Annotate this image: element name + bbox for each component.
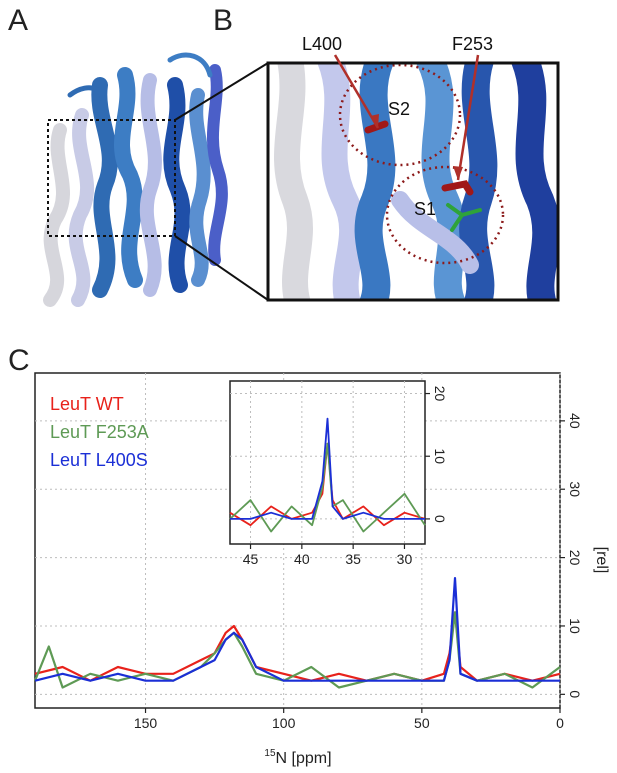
helix-lavender-1 <box>68 108 95 307</box>
y-tick-label: 0 <box>432 515 448 523</box>
zoom-helix-blue-2 <box>416 63 467 300</box>
label-s1: S1 <box>414 199 436 219</box>
legend-entry-l400s: LeuT L400S <box>50 450 148 470</box>
x-tick-label: 35 <box>345 551 361 567</box>
y-tick-label: 0 <box>567 690 583 698</box>
pocket-s2-outline <box>338 63 462 167</box>
zoom-panel-background <box>268 63 558 300</box>
legend-entry-wt: LeuT WT <box>50 394 124 414</box>
y-tick-label: 10 <box>432 448 448 464</box>
zoom-helix-lavender-2 <box>391 191 479 274</box>
legend-entry-f253a: LeuT F253A <box>50 422 149 442</box>
main-y-axis-title: [rel] <box>593 547 610 574</box>
y-tick-label: 40 <box>567 413 583 429</box>
series-line-1 <box>229 442 426 533</box>
zoom-panel-frame <box>266 61 560 302</box>
protein-structure-zoom: L400 F253 S2 S1 <box>266 34 560 302</box>
inset-series-lines <box>229 417 426 533</box>
helix-grey-1 <box>43 123 70 307</box>
y-tick-label: 10 <box>567 618 583 634</box>
x-tick-label: 30 <box>397 551 413 567</box>
series-line-2 <box>230 417 425 520</box>
panel-label-a: A <box>8 4 28 37</box>
label-s2: S2 <box>388 99 410 119</box>
zoom-helix-lavender-1 <box>317 63 366 300</box>
x-tick-label: 100 <box>272 715 296 731</box>
panel-label-b: B <box>213 4 233 37</box>
zoom-helix-blue-1 <box>354 63 396 300</box>
series-line-2 <box>34 576 560 682</box>
loop-2 <box>167 52 213 78</box>
main-series-lines <box>33 576 561 689</box>
inset-x-axis: 45 40 35 30 <box>243 544 413 567</box>
y-tick-label: 20 <box>567 550 583 566</box>
residue-f253 <box>441 180 474 196</box>
helix-blue-1 <box>91 77 118 298</box>
arrowhead-f253 <box>453 166 463 180</box>
arrow-f253 <box>456 54 480 181</box>
zoom-region-box <box>47 119 176 237</box>
x-tick-label: 150 <box>134 715 158 731</box>
helix-blue-4 <box>189 88 211 287</box>
x-tick-label: 45 <box>243 551 259 567</box>
x-tick-label: 50 <box>414 715 430 731</box>
x-tick-label: 40 <box>294 551 310 567</box>
ligand-leucine <box>446 203 482 232</box>
zoom-line-top <box>174 62 269 121</box>
main-x-axis-title: 15N [ppm] <box>264 748 331 767</box>
inset-y-axis: 0 10 20 <box>425 386 448 523</box>
legend: LeuT WT LeuT F253A LeuT L400S <box>50 394 149 470</box>
x-tick-label: 0 <box>556 715 564 731</box>
inset-spectrum-chart: 45 40 35 30 0 10 20 <box>229 380 448 567</box>
loop-1 <box>67 85 106 113</box>
helix-blue-3 <box>163 77 191 293</box>
main-x-axis: 150 100 50 0 <box>134 708 564 731</box>
label-f253: F253 <box>452 34 493 54</box>
pocket-s1-outline <box>385 165 505 265</box>
zoom-line-bottom <box>174 235 269 301</box>
y-tick-label: 30 <box>567 481 583 497</box>
panel-label-c: C <box>8 344 30 377</box>
protein-structure-overview <box>43 52 269 307</box>
zoom-helix-grey <box>273 63 313 300</box>
main-y-axis: 0 10 20 30 40 <box>560 413 583 698</box>
arrowhead-l400 <box>370 114 379 128</box>
y-tick-label: 20 <box>432 386 448 402</box>
helix-lavender-2 <box>139 73 162 297</box>
zoom-helix-blue-3 <box>459 63 498 300</box>
helix-indigo-1 <box>206 64 228 266</box>
zoom-helix-indigo <box>511 63 558 300</box>
label-l400: L400 <box>302 34 342 54</box>
helix-blue-2 <box>114 67 143 288</box>
